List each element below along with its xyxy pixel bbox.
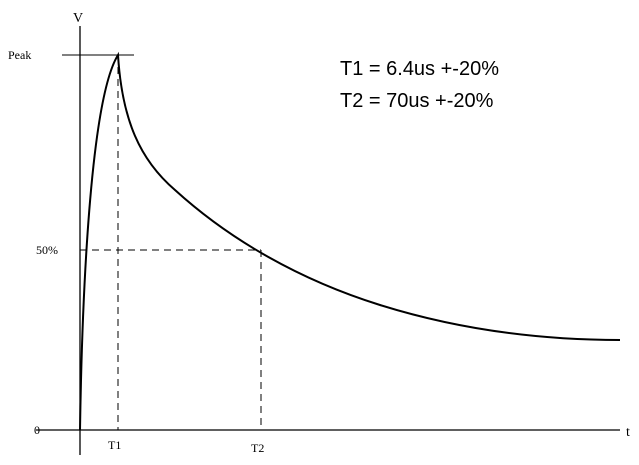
peak-label: Peak	[8, 48, 31, 62]
t2-label: T2	[251, 441, 264, 455]
impulse-waveform-curve	[79, 51, 621, 431]
parameter-t2: T2 = 70us +-20%	[340, 90, 494, 112]
half-label: 50%	[36, 243, 58, 257]
y-axis-label: V	[73, 11, 83, 26]
zero-label: 0	[34, 423, 40, 437]
t1-label: T1	[108, 438, 121, 452]
x-axis-label: t	[626, 425, 630, 440]
parameter-t1: T1 = 6.4us +-20%	[340, 58, 499, 80]
